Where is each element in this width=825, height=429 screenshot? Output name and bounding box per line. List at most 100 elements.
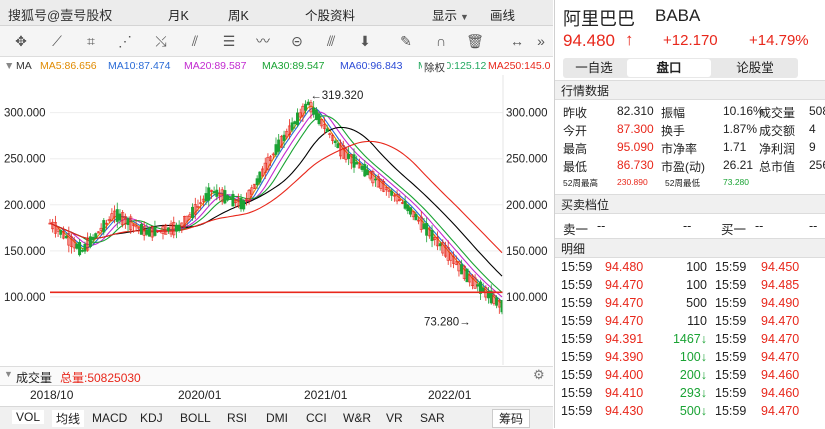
candle-body [274,144,278,155]
quote-value: 82.310 [617,104,654,118]
week52-low: 73.280 [723,177,749,187]
tick-time: 15:59 [715,368,747,382]
candle-body [174,224,178,232]
tab-kdj[interactable]: KDJ [140,411,163,425]
tick-volume: 100↓ [679,350,707,364]
tick-price: 94.430 [605,404,644,418]
quote-value: 508 [809,104,825,118]
price-chart[interactable]: 300.000 300.000 250.000 250.000 200.000 200.0… [0,75,553,365]
candle-body [191,206,195,219]
line-tool-icon[interactable]: ⟋ [52,33,62,49]
candle-body [296,112,300,126]
ma20-value: MA20:89.587 [184,60,247,72]
quote-value: 1.71 [723,140,747,154]
date-tick: 2018/10 [30,388,74,402]
tick-time: 15:59 [561,332,593,346]
y-tick-left: 300.000 [4,108,46,120]
tick-price: 94.391 [605,332,644,346]
collapse-icon[interactable]: ▼ [4,60,15,72]
candle-body [80,249,84,252]
tick-price: 94.470 [605,296,644,310]
wave-tool-icon[interactable]: 〰 [256,33,270,49]
gear-icon[interactable]: ⚙ [533,367,545,382]
tab-sar[interactable]: SAR [420,411,445,425]
fan-tool-icon[interactable]: ⋰ [118,33,132,49]
channel-tool-icon[interactable]: ⫽ [191,33,199,49]
candle-body [336,143,340,149]
quote-value: 87.300 [617,122,654,136]
chips-button[interactable]: 筹码 [492,409,531,428]
tick-price: 94.485 [761,278,800,292]
candle-body [53,222,57,234]
candle-body [314,109,318,120]
y-tick-left: 100.000 [4,292,46,304]
candle-body [374,178,378,181]
candle-body [317,113,321,125]
tab-vr[interactable]: VR [386,411,403,425]
rights-label[interactable]: 除权 [422,60,447,75]
trend-tool-icon[interactable]: ⤯ [155,33,167,49]
fib-tool-icon[interactable]: ☰ [222,33,236,49]
quote-label: 市净率 [661,142,698,156]
candle-body [105,222,109,225]
menu-monthly-k[interactable]: 月K [168,9,189,23]
candle-body [266,156,270,170]
candle-body [153,226,157,236]
bid1-volume: -- [809,219,818,233]
menu-weekly-k[interactable]: 周K [228,9,249,23]
candle-body [59,230,63,235]
tab-cci[interactable]: CCI [306,411,327,425]
orderbook-header: 买卖档位 [555,194,825,214]
trash-icon[interactable]: 🗑 [466,33,484,49]
pencil-icon[interactable]: ✎ [400,33,412,49]
volume-total: 总量:50825030 [60,371,141,385]
tab-dmi[interactable]: DMI [266,411,288,425]
tick-time: 15:59 [715,404,747,418]
candle-body [228,198,232,200]
quote-value: 26.21 [723,158,754,172]
stock-name: 阿里巴巴 [563,9,635,29]
y-tick-left: 150.000 [4,246,46,258]
gann-tool-icon[interactable]: ⫻ [326,33,336,49]
quote-value: 9 [809,140,816,154]
cycle-tool-icon[interactable]: ⊝ [291,33,303,49]
menu-stock-info[interactable]: 个股资料 [305,9,356,23]
tab-macd[interactable]: MACD [92,411,128,425]
quote-value: 10.16% [723,104,764,118]
tick-volume: 293↓ [679,386,707,400]
expand-icon[interactable]: ↔ [510,33,524,49]
ma30-value: MA30:89.547 [262,60,325,72]
tick-time: 15:59 [561,386,593,400]
bid1-label: 买一 [721,223,747,237]
crop-tool-icon[interactable]: ⌗ [87,33,95,49]
crosshair-move-icon[interactable]: ✥ [15,33,27,49]
magnet-icon[interactable]: ∩ [435,33,447,49]
tick-time: 15:59 [715,278,747,292]
menu-display[interactable]: 显示 ▼ [432,5,469,24]
tab-ma[interactable]: 均线 [52,410,85,427]
tab-wr[interactable]: W&R [343,411,371,425]
tick-price: 94.470 [605,314,644,328]
arrow-down-tool-icon[interactable]: ⬇ [359,33,371,49]
tab-orderbook[interactable]: 盘口 [627,59,711,77]
more-icon[interactable]: » [537,33,545,49]
candle-body [309,102,313,113]
tab-rsi[interactable]: RSI [227,411,248,425]
tab-watchlist[interactable]: 一自选 [575,61,613,75]
ma-label: MA [16,60,32,72]
candle-body [460,264,464,275]
tab-boll[interactable]: BOLL [180,411,211,425]
candle-body [115,209,119,222]
candle-body [183,215,187,228]
quote-value: 86.730 [617,158,654,172]
menu-draw-line[interactable]: 画线 [490,9,516,23]
tab-vol[interactable]: VOL [12,410,45,424]
quote-table: 昨收 82.310 振幅 10.16%成交量 508 今开 87.300 换手 1.87%成交额… [555,102,825,174]
candle-body [139,223,143,235]
candle-body [75,243,79,249]
tab-forum[interactable]: 论股堂 [736,61,774,75]
tick-volume: 100 [686,260,707,274]
tick-time: 15:59 [561,350,593,364]
collapse-volume-icon[interactable]: ▼ [4,369,13,379]
candle-body [363,164,367,177]
